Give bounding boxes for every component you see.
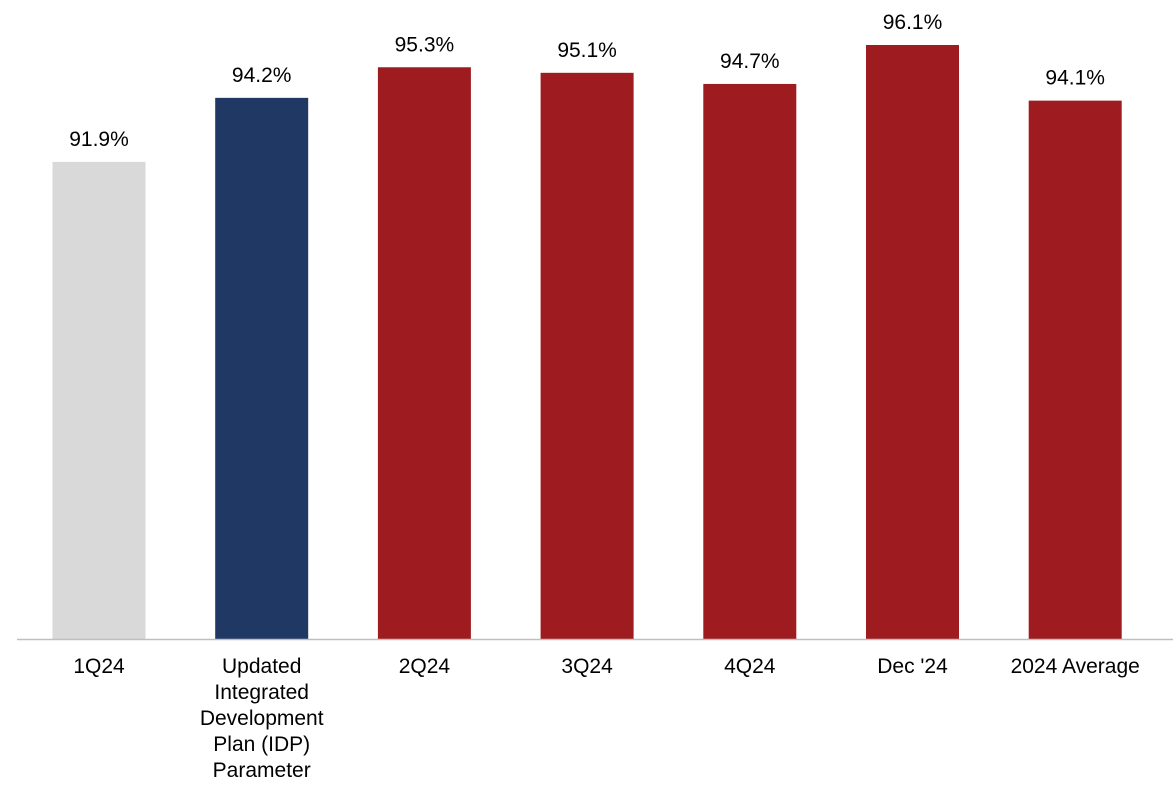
bar-0 [52, 161, 146, 639]
value-label-3: 95.1% [557, 39, 617, 62]
value-label-5: 96.1% [883, 11, 943, 34]
bar-5 [866, 45, 959, 639]
bar-3 [540, 72, 634, 639]
category-label-line: 4Q24 [724, 655, 776, 678]
category-label-line: Integrated [214, 681, 309, 704]
category-label-5: Dec '24 [877, 655, 948, 678]
bar-1 [215, 97, 309, 640]
value-labels-group: 91.9% 94.2% 95.3% 95.1% 94.7% 96.1% 94.1% [69, 11, 1105, 151]
category-label-4: 4Q24 [724, 655, 776, 678]
category-label-line: Updated [222, 655, 301, 678]
bar-6 [1028, 100, 1122, 639]
value-label-1: 94.2% [232, 64, 292, 87]
category-label-line: 3Q24 [561, 655, 613, 678]
category-label-line: Plan (IDP) [213, 733, 310, 756]
category-label-line: 2024 Average [1011, 655, 1140, 678]
value-label-4: 94.7% [720, 50, 780, 73]
value-label-0: 91.9% [69, 128, 129, 151]
category-label-line: Dec '24 [877, 655, 948, 678]
category-label-6: 2024 Average [1011, 655, 1140, 678]
category-label-line: Parameter [213, 759, 311, 782]
category-label-2: 2Q24 [399, 655, 451, 678]
bar-2 [377, 67, 471, 639]
category-label-line: 2Q24 [399, 655, 451, 678]
bars-group [52, 45, 1122, 640]
category-label-0: 1Q24 [73, 655, 125, 678]
value-label-6: 94.1% [1045, 67, 1105, 90]
bar-4 [703, 83, 797, 639]
category-labels-group: 1Q24 Updated Integrated Development Plan (ID… [73, 655, 1140, 782]
category-label-3: 3Q24 [561, 655, 613, 678]
category-label-line: 1Q24 [73, 655, 125, 678]
value-label-2: 95.3% [395, 33, 455, 56]
category-label-1: Updated Integrated Development Plan (IDP) Pa… [200, 655, 324, 782]
category-label-line: Development [200, 707, 324, 730]
